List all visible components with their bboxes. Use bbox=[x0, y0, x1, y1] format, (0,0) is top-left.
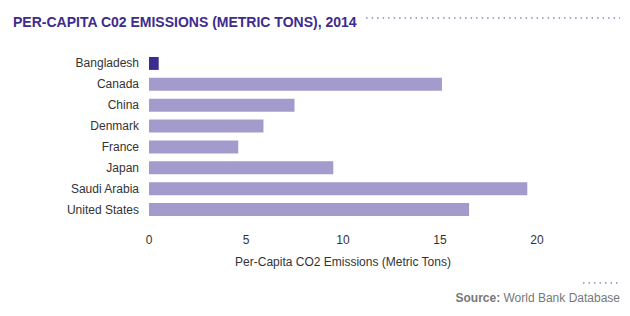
svg-text:15: 15 bbox=[433, 233, 447, 247]
svg-text:Japan: Japan bbox=[106, 161, 139, 175]
svg-text:PER-CAPITA C02 EMISSIONS (METR: PER-CAPITA C02 EMISSIONS (METRIC TONS), … bbox=[13, 14, 357, 30]
svg-text:Bangladesh: Bangladesh bbox=[76, 56, 139, 70]
svg-text:0: 0 bbox=[146, 233, 153, 247]
svg-text:Denmark: Denmark bbox=[90, 119, 140, 133]
svg-text:Saudi Arabia: Saudi Arabia bbox=[71, 182, 139, 196]
svg-text:France: France bbox=[102, 140, 140, 154]
svg-text:5: 5 bbox=[243, 233, 250, 247]
svg-text:United States: United States bbox=[67, 203, 139, 217]
svg-text:10: 10 bbox=[336, 233, 350, 247]
svg-text:Canada: Canada bbox=[97, 77, 139, 91]
svg-text:Per-Capita CO2 Emissions (Metr: Per-Capita CO2 Emissions (Metric Tons) bbox=[235, 255, 451, 269]
svg-text:Source:: Source: bbox=[455, 291, 500, 305]
svg-text:World Bank Database: World Bank Database bbox=[500, 291, 620, 305]
svg-text:20: 20 bbox=[530, 233, 544, 247]
svg-text:China: China bbox=[108, 98, 140, 112]
